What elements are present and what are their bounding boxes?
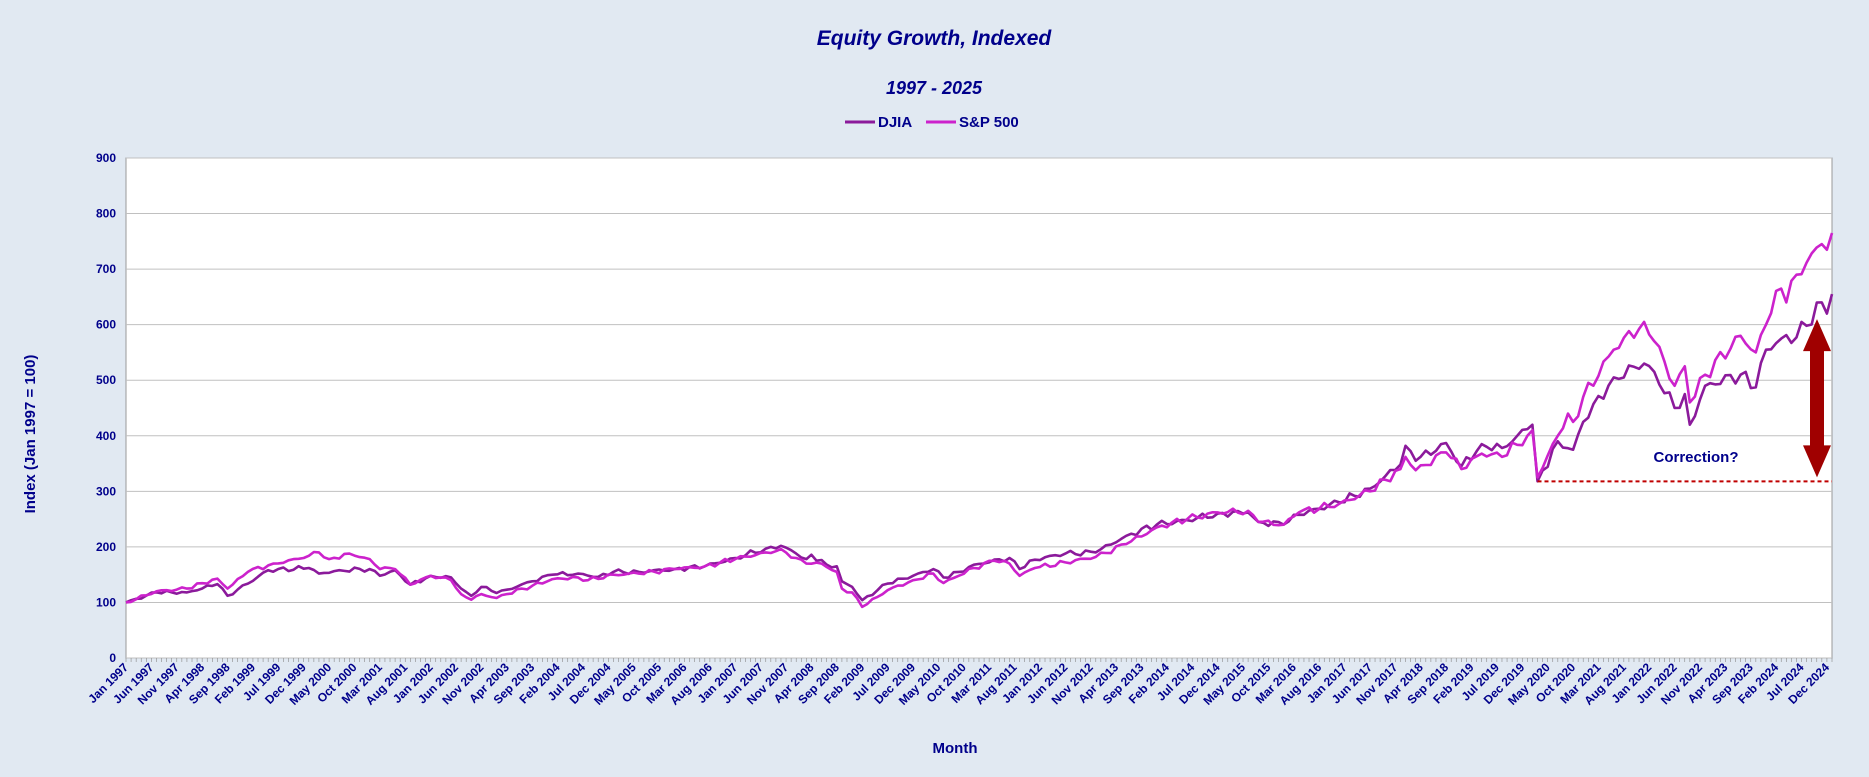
chart-title: Equity Growth, Indexed <box>817 27 1053 50</box>
plot-area <box>125 157 1833 659</box>
y-tick-label-200: 200 <box>96 540 116 554</box>
y-tick-label-900: 900 <box>96 151 116 165</box>
y-tick-label-600: 600 <box>96 318 116 332</box>
y-tick-label-400: 400 <box>96 429 116 443</box>
y-tick-label-300: 300 <box>96 484 116 498</box>
y-tick-label-700: 700 <box>96 262 116 276</box>
legend: DJIA S&P 500 <box>845 114 1019 131</box>
y-tick-label-500: 500 <box>96 373 116 387</box>
x-axis-label: Month <box>933 740 978 757</box>
y-tick-label-100: 100 <box>96 595 116 609</box>
correction-label: Correction? <box>1653 449 1738 466</box>
y-axis-label: Index (Jan 1997 = 100) <box>22 355 39 514</box>
correction-arrow-icon <box>1803 319 1831 478</box>
y-tick-label-0: 0 <box>109 651 116 665</box>
legend-label-sp500: S&P 500 <box>959 114 1019 131</box>
annotations: Correction? <box>1537 319 1832 483</box>
legend-label-djia: DJIA <box>878 114 912 131</box>
y-axis-ticks: 0 100 200 300 400 500 600 700 800 900 <box>96 151 116 665</box>
series-line-sp500 <box>125 232 1834 609</box>
series-lines <box>125 232 1834 609</box>
chart-subtitle: 1997 - 2025 <box>886 78 983 98</box>
y-tick-label-800: 800 <box>96 207 116 221</box>
